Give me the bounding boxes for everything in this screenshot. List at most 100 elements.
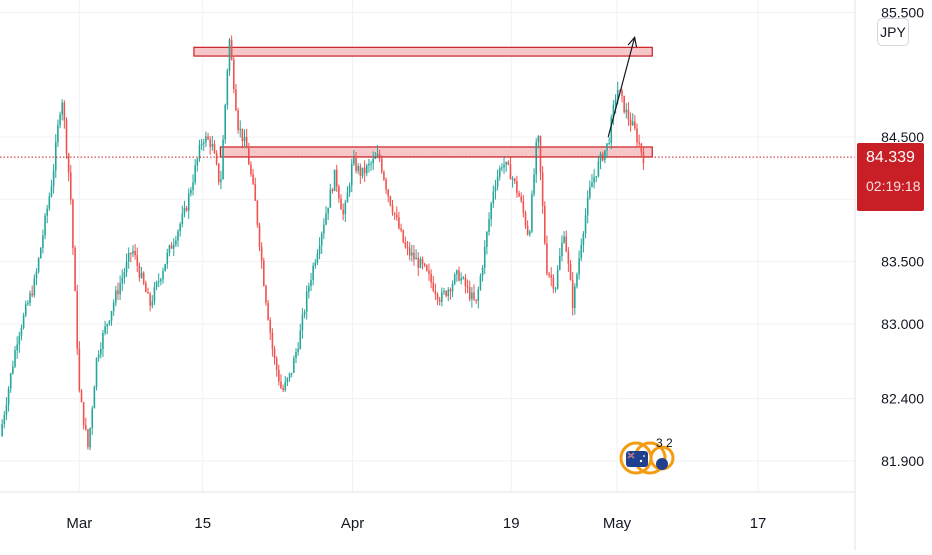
candle-body — [535, 142, 538, 175]
candle-body — [389, 196, 392, 206]
candle-body — [338, 186, 340, 199]
candle-body — [432, 282, 435, 291]
candle-body — [612, 104, 615, 118]
candle-body — [608, 142, 610, 144]
candle-body — [451, 283, 454, 292]
candle-body — [153, 287, 156, 302]
candle-body — [387, 189, 390, 197]
candle-body — [333, 169, 336, 191]
candle-body — [151, 301, 154, 306]
candle-body — [314, 262, 317, 266]
candle-body — [393, 212, 396, 215]
candle-body — [498, 167, 501, 177]
candle-body — [248, 148, 250, 165]
x-tick-label: 15 — [194, 515, 211, 532]
candle-body — [483, 246, 486, 268]
candle-body — [220, 179, 222, 183]
candle-body — [505, 161, 507, 165]
candle-body — [5, 404, 8, 415]
candle-body — [449, 289, 452, 292]
candle-body — [413, 252, 415, 260]
candle-body — [522, 200, 525, 213]
svg-text:3 2: 3 2 — [656, 436, 673, 450]
price-zone — [219, 146, 653, 158]
candle-body — [50, 186, 53, 197]
candle-body — [160, 279, 162, 282]
candle-body — [76, 291, 79, 349]
candle-body — [473, 292, 475, 300]
candle-body — [353, 157, 355, 164]
candle-body — [365, 165, 368, 174]
candle-body — [584, 215, 587, 234]
candle-body — [398, 217, 400, 229]
candles — [1, 35, 645, 451]
candle-body — [134, 250, 136, 256]
candle-body — [447, 289, 450, 296]
candle-body — [252, 174, 254, 184]
y-tick-label: 81.900 — [881, 453, 924, 469]
overlay — [0, 36, 855, 158]
currency-button[interactable]: JPY — [877, 18, 909, 46]
candle-body — [359, 166, 362, 177]
candle-body — [582, 233, 585, 246]
candle-body — [621, 90, 623, 96]
candle-body — [239, 128, 242, 130]
candle-body — [269, 319, 272, 333]
candle-body — [27, 303, 29, 305]
candle-body — [554, 288, 557, 290]
candle-body — [610, 117, 613, 143]
candle-body — [320, 233, 323, 246]
candle-body — [355, 157, 357, 171]
candle-body — [1, 423, 3, 436]
candle-body — [526, 225, 529, 235]
candle-body — [578, 258, 580, 275]
candle-body — [518, 193, 520, 197]
candle-body — [634, 121, 636, 129]
price-zone — [193, 46, 653, 57]
candle-body — [121, 277, 124, 284]
candle-body — [140, 272, 143, 278]
candle-body — [12, 366, 14, 374]
candle-body — [104, 326, 106, 333]
candle-body — [187, 193, 190, 211]
x-tick-label: Mar — [66, 515, 92, 532]
candle-body — [57, 125, 59, 143]
y-tick-label: 84.500 — [881, 129, 924, 145]
candle-body — [74, 247, 76, 292]
candle-body — [37, 258, 40, 272]
candle-body — [230, 39, 233, 60]
candle-body — [95, 358, 98, 387]
candle-body — [282, 388, 284, 391]
candle-body — [198, 145, 201, 159]
candle-body — [222, 139, 224, 180]
candle-body — [316, 253, 319, 263]
y-tick-label: 83.500 — [881, 254, 924, 270]
candle-body — [91, 408, 94, 428]
candle-body — [415, 257, 417, 260]
candle-body — [374, 157, 377, 159]
candle-body — [303, 312, 306, 316]
current-price-label: 84.339 — [866, 149, 915, 166]
candle-body — [224, 105, 227, 140]
candle-body — [636, 128, 638, 143]
candle-body — [486, 231, 488, 247]
candle-body — [241, 128, 244, 142]
candle-body — [509, 164, 512, 180]
candle-body — [340, 198, 342, 210]
trend-arrow-head — [627, 36, 638, 48]
candle-body — [548, 273, 550, 276]
candle-body — [100, 348, 102, 355]
candle-body — [395, 214, 398, 218]
candle-body — [434, 290, 437, 295]
candle-body — [456, 270, 458, 275]
candle-body — [475, 299, 477, 301]
candle-body — [237, 110, 239, 130]
candle-body — [580, 245, 583, 259]
candle-body — [565, 236, 568, 252]
trend-arrow-line — [607, 37, 636, 138]
candle-body — [190, 189, 192, 194]
candle-body — [350, 163, 353, 186]
candle-body — [528, 231, 531, 235]
candle-body — [202, 142, 205, 144]
